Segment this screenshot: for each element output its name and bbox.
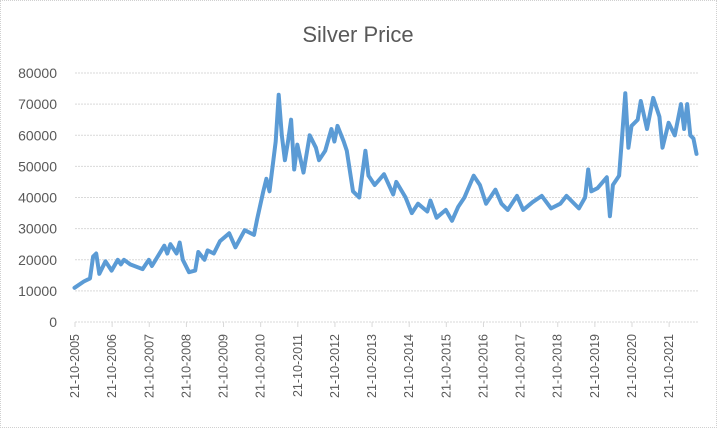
x-tick-label: 21-10-2013	[365, 334, 379, 398]
y-tick-label: 30000	[18, 221, 57, 237]
x-tick-label: 21-10-2011	[291, 334, 305, 397]
y-tick-label: 0	[49, 314, 57, 330]
x-tick-label: 21-10-2008	[179, 334, 193, 398]
y-tick-label: 70000	[18, 96, 57, 112]
chart-title: Silver Price	[302, 22, 413, 47]
x-tick-label: 21-10-2014	[402, 334, 416, 398]
x-tick-label: 21-10-2019	[588, 334, 602, 398]
x-tick-label: 21-10-2010	[254, 334, 268, 398]
x-tick-label: 21-10-2020	[625, 334, 639, 398]
x-tick-label: 21-10-2007	[142, 334, 156, 398]
x-tick-label: 21-10-2015	[439, 334, 453, 398]
x-tick-label: 21-10-2006	[105, 334, 119, 398]
y-tick-label: 20000	[18, 252, 57, 268]
x-tick-label: 21-10-2005	[68, 334, 82, 398]
y-tick-label: 50000	[18, 158, 57, 174]
x-tick-label: 21-10-2012	[328, 334, 342, 398]
x-tick-label: 21-10-2018	[551, 334, 565, 398]
y-tick-label: 10000	[18, 283, 57, 299]
x-tick-label: 21-10-2009	[217, 334, 231, 398]
y-tick-label: 60000	[18, 127, 57, 143]
x-tick-label: 21-10-2017	[514, 334, 528, 398]
y-tick-label: 40000	[18, 190, 57, 206]
y-tick-label: 80000	[18, 65, 57, 81]
price-line	[72, 91, 699, 290]
x-tick-label: 21-10-2016	[476, 334, 490, 398]
x-tick-label: 21-10-2021	[662, 334, 676, 398]
